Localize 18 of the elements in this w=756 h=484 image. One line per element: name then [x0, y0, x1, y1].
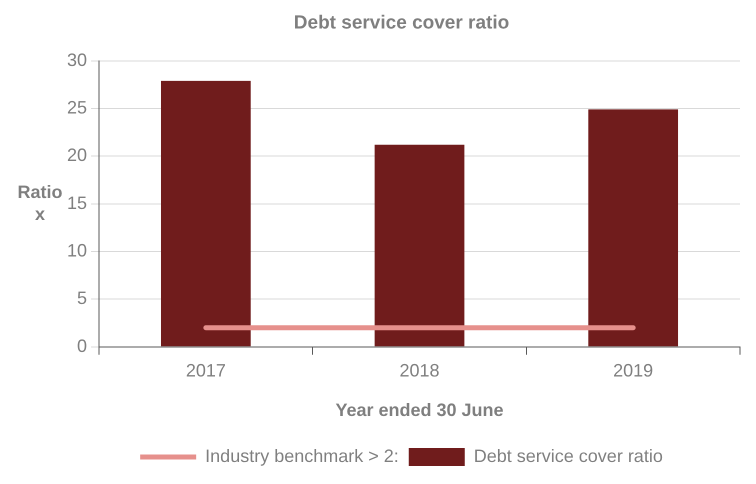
x-tick-label: 2019	[613, 360, 654, 381]
y-tick-label: 5	[77, 288, 88, 308]
y-tick-label: 20	[66, 145, 88, 166]
legend-label: Debt service cover ratio	[474, 446, 663, 466]
x-tick-label: 2017	[186, 360, 226, 381]
y-tick-label: 15	[66, 192, 88, 213]
x-tick-label: 2018	[399, 360, 440, 381]
y-tick-label: 30	[66, 50, 88, 70]
y-axis-title: Ratio x	[18, 182, 63, 224]
y-tick-label: 25	[66, 97, 88, 118]
chart-title: Debt service cover ratio	[294, 12, 510, 34]
bar	[588, 109, 678, 346]
bar	[374, 144, 464, 346]
legend-label: Industry benchmark > 2:	[205, 446, 399, 466]
x-axis-title: Year ended 30 June	[335, 400, 504, 420]
y-tick-label: 0	[77, 336, 88, 356]
bar	[160, 80, 251, 346]
y-tick-label: 10	[66, 240, 88, 260]
